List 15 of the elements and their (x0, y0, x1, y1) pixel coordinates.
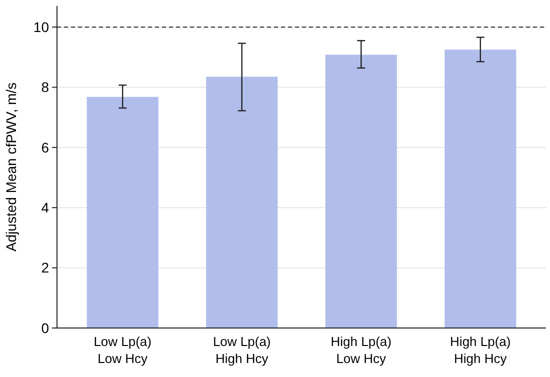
y-tick-label: 0 (41, 320, 50, 336)
y-axis-title: Adjusted Mean cfPWV, m/s (3, 82, 19, 252)
y-tick-label: 4 (41, 200, 50, 216)
bar (325, 54, 397, 328)
x-tick-label: Low Lp(a) High Hcy (212, 334, 271, 366)
y-tick-label: 10 (33, 18, 50, 35)
y-tick-label: 8 (41, 79, 50, 96)
bar (444, 50, 516, 328)
bar (86, 96, 158, 328)
y-tick-label: 6 (41, 139, 50, 156)
x-tick-label: High Lp(a) High Hcy (450, 334, 511, 366)
x-tick-label: Low Lp(a) Low Hcy (94, 334, 152, 366)
y-tick-label: 2 (41, 260, 50, 276)
bar (206, 76, 278, 328)
x-tick-label: High Lp(a) Low Hcy (330, 334, 392, 366)
